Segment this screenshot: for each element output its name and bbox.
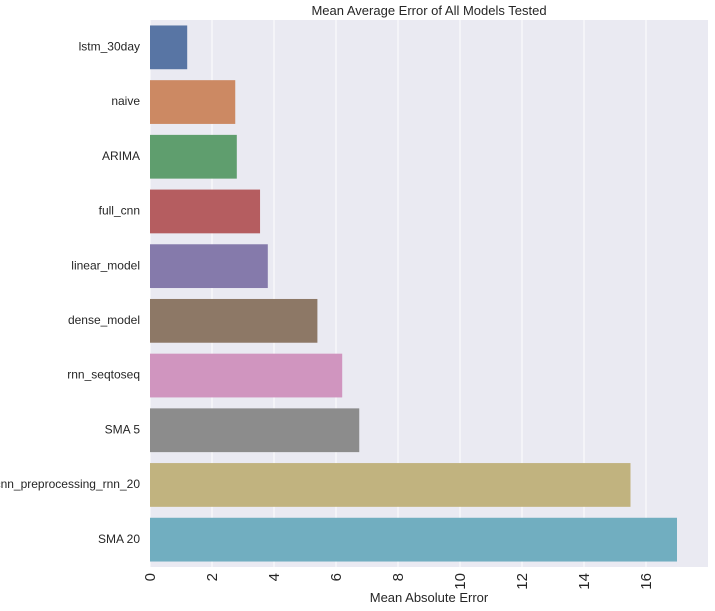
x-tick-label: 6 xyxy=(328,573,345,581)
category-label: dense_model xyxy=(68,313,140,327)
bar-cnn_preprocessing_rnn_20 xyxy=(150,463,631,507)
x-tick-label: 2 xyxy=(204,573,221,581)
bar-dense_model xyxy=(150,298,318,343)
bar-lstm_30day xyxy=(150,25,188,70)
x-tick-label: 12 xyxy=(514,573,531,590)
x-tick-label: 14 xyxy=(576,573,593,590)
bar-sma-5 xyxy=(150,408,360,453)
category-label: cnn_preprocessing_rnn_20 xyxy=(0,477,140,491)
category-label: linear_model xyxy=(71,258,140,272)
category-label: full_cnn xyxy=(99,204,140,218)
x-tick-label: 16 xyxy=(638,573,655,590)
bars xyxy=(150,25,677,562)
bar-arima xyxy=(150,134,237,179)
category-label: lstm_30day xyxy=(79,40,140,54)
bar-full_cnn xyxy=(150,189,261,234)
category-label: SMA 20 xyxy=(98,532,140,546)
category-label: naive xyxy=(111,94,140,108)
bar-naive xyxy=(150,80,236,124)
category-label: rnn_seqtoseq xyxy=(67,368,140,382)
x-tick-label: 10 xyxy=(452,573,469,590)
category-label: ARIMA xyxy=(102,149,140,163)
bar-sma-20 xyxy=(150,517,677,562)
bar-linear_model xyxy=(150,244,268,289)
chart-title: Mean Average Error of All Models Tested xyxy=(311,3,546,18)
x-tick-label: 4 xyxy=(266,573,283,581)
category-label: SMA 5 xyxy=(105,422,141,436)
x-tick-label: 8 xyxy=(390,573,407,581)
x-tick-label: 0 xyxy=(142,573,159,581)
bar-rnn_seqtoseq xyxy=(150,353,343,398)
x-tick-labels: 0 2 4 6 8 10 12 14 16 xyxy=(142,573,655,590)
x-axis-label: Mean Absolute Error xyxy=(370,590,489,605)
